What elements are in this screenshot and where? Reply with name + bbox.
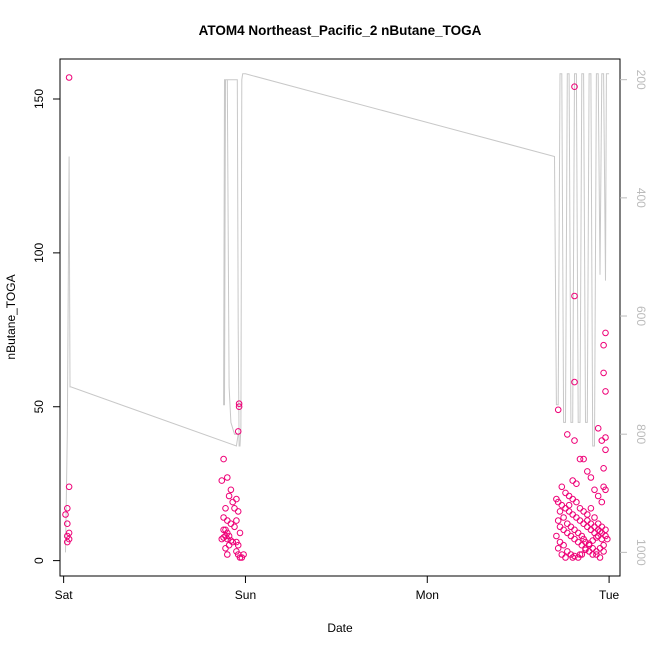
data-point <box>220 534 227 541</box>
data-point <box>225 492 233 500</box>
data-point <box>573 480 580 488</box>
data-point <box>598 498 606 506</box>
data-point <box>600 465 607 472</box>
data-point <box>591 486 598 494</box>
data-point <box>580 455 587 463</box>
data-point <box>600 548 607 555</box>
data-point <box>571 378 578 386</box>
data-point <box>576 551 584 558</box>
data-point <box>554 545 562 552</box>
data-point <box>224 535 231 543</box>
x-tick-label: Tue <box>599 588 620 602</box>
data-point <box>594 492 602 500</box>
data-point <box>578 551 586 558</box>
data-point <box>587 505 595 512</box>
data-point <box>594 425 602 432</box>
data-point <box>62 511 69 518</box>
data-point <box>600 369 607 377</box>
y-axis: 0 50 100 150 <box>32 89 60 564</box>
data-point <box>587 474 595 481</box>
data-point <box>560 541 567 549</box>
y2-tick-label: 1000 <box>634 539 648 566</box>
overlay-line-layer <box>65 73 610 553</box>
data-point <box>576 455 584 463</box>
data-point <box>234 508 242 515</box>
data-point <box>560 514 567 521</box>
data-point <box>553 532 560 540</box>
data-point <box>602 486 609 494</box>
data-point <box>231 523 238 531</box>
data-point <box>573 498 580 506</box>
data-point <box>600 541 607 549</box>
plot-frame <box>59 58 621 577</box>
y-axis-label: nButane_TOGA <box>4 274 18 359</box>
data-point <box>64 520 71 528</box>
data-point <box>65 74 73 81</box>
data-point <box>602 446 609 454</box>
data-point <box>233 517 240 524</box>
x-tick-label: Sat <box>55 588 74 602</box>
x-axis: Sat Sun Mon Tue <box>55 576 620 602</box>
data-point <box>234 541 242 549</box>
data-point <box>562 554 569 561</box>
points-layer <box>62 74 611 561</box>
data-point <box>222 505 229 512</box>
y-tick-label: 0 <box>32 557 46 564</box>
data-point <box>236 529 244 537</box>
y2-axis: 200 400 600 800 1000 <box>620 70 648 566</box>
data-point <box>240 551 247 558</box>
data-point <box>571 292 578 300</box>
data-point <box>558 483 566 491</box>
data-point <box>602 329 609 337</box>
data-point <box>602 388 609 395</box>
data-point <box>584 468 591 475</box>
data-point <box>234 428 242 435</box>
data-point <box>64 505 71 512</box>
data-point <box>602 434 609 441</box>
data-point <box>218 477 226 484</box>
chart-title: ATOM4 Northeast_Pacific_2 nButane_TOGA <box>199 23 482 38</box>
data-point <box>227 486 235 494</box>
data-point <box>224 551 231 558</box>
data-point <box>222 545 229 552</box>
data-point <box>571 83 578 90</box>
y2-tick-label: 200 <box>634 70 648 90</box>
data-point <box>569 554 577 561</box>
data-point <box>554 517 562 524</box>
y-tick-label: 50 <box>32 400 46 414</box>
y2-tick-label: 800 <box>634 424 648 444</box>
data-point <box>235 403 243 411</box>
data-point <box>580 508 587 515</box>
data-point <box>571 437 578 444</box>
y2-tick-label: 400 <box>634 188 648 208</box>
data-point <box>596 554 604 561</box>
data-point <box>64 538 71 546</box>
x-tick-label: Sun <box>235 588 256 602</box>
y-tick-label: 150 <box>32 89 46 109</box>
data-point <box>578 532 586 540</box>
data-point <box>554 406 562 414</box>
data-point <box>564 431 571 438</box>
x-tick-label: Mon <box>416 588 439 602</box>
data-point <box>591 514 598 521</box>
data-point <box>589 545 597 552</box>
data-point <box>604 535 611 543</box>
data-point <box>556 508 564 515</box>
data-point <box>220 455 227 463</box>
x-axis-label: Date <box>327 621 353 635</box>
data-point <box>65 483 73 491</box>
data-point <box>593 534 600 541</box>
y2-tick-label: 600 <box>634 306 648 326</box>
data-point <box>233 495 240 503</box>
y-tick-label: 100 <box>32 243 46 263</box>
data-point <box>565 501 573 509</box>
data-point <box>582 546 589 554</box>
data-point <box>600 341 607 349</box>
data-point <box>235 400 243 408</box>
data-point <box>224 474 231 481</box>
overlay-line <box>65 73 610 553</box>
